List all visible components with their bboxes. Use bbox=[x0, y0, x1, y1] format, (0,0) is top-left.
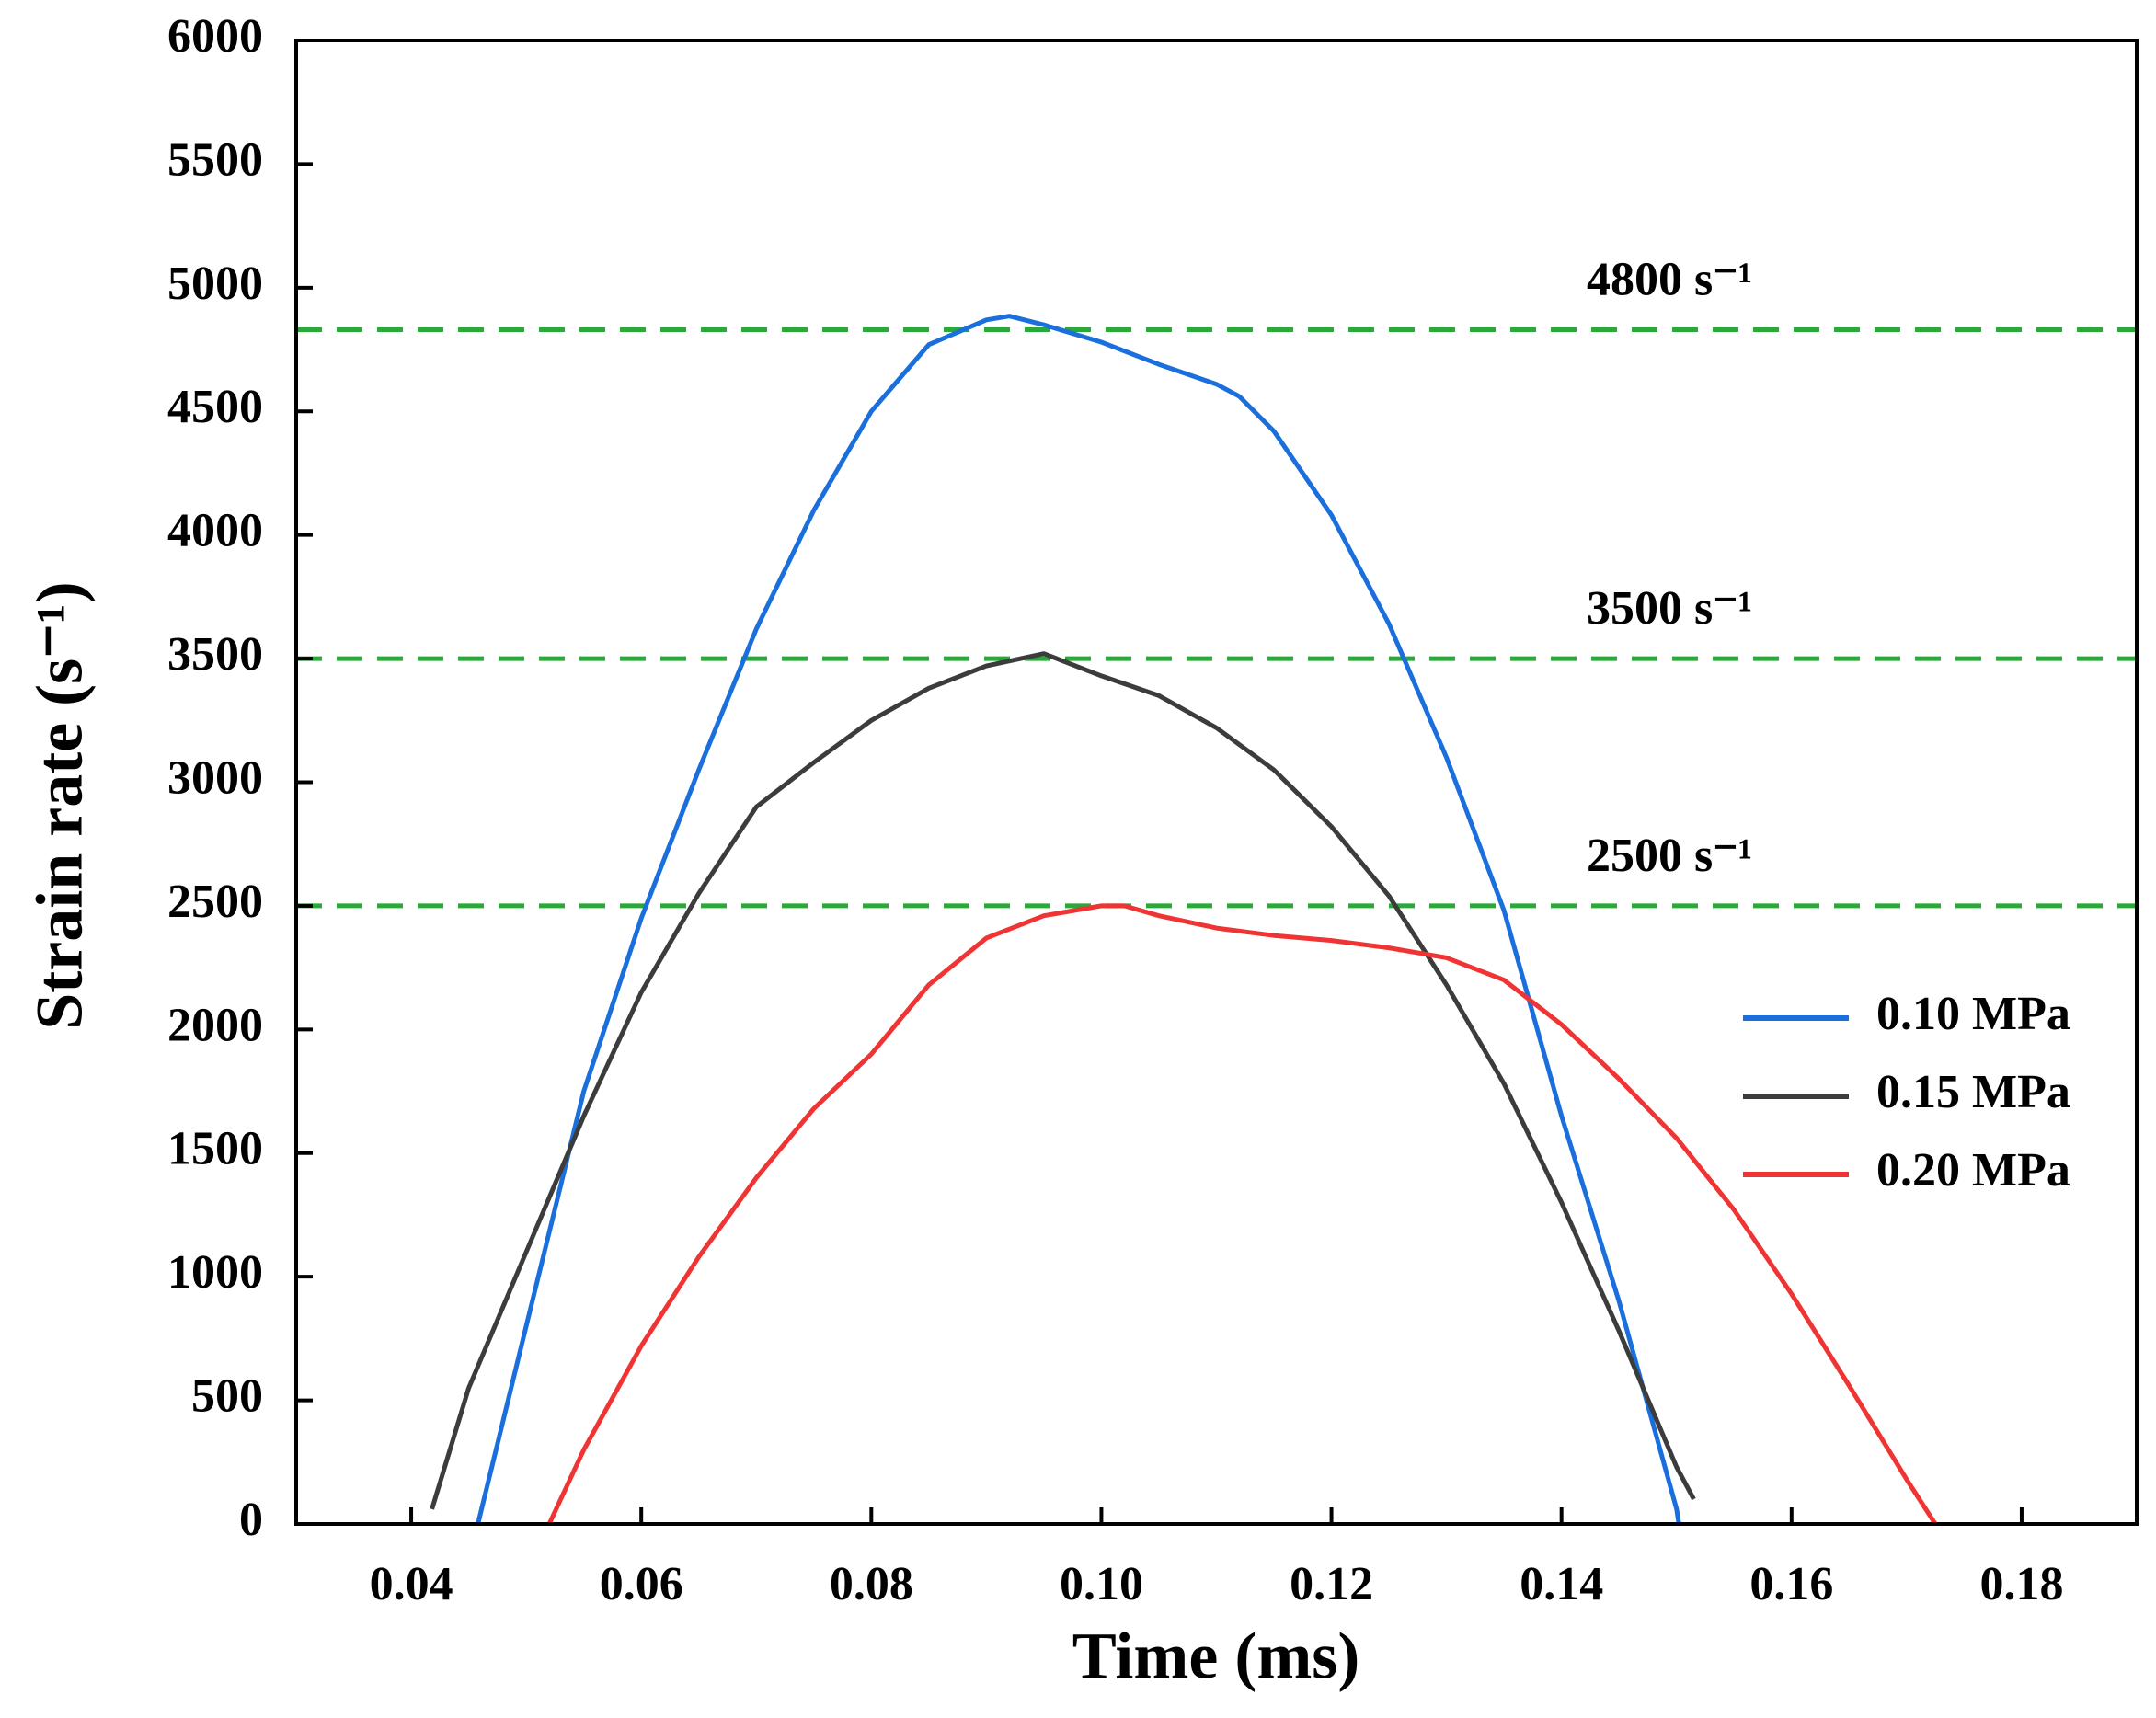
y-tick-label: 2500 bbox=[167, 876, 263, 928]
x-tick-label: 0.08 bbox=[830, 1558, 913, 1610]
y-tick-label: 3500 bbox=[167, 628, 263, 681]
y-tick-label: 500 bbox=[191, 1370, 263, 1423]
reference-annotation: 3500 s⁻¹ bbox=[1587, 582, 1752, 635]
y-tick-label: 6000 bbox=[167, 10, 263, 63]
x-tick-label: 0.16 bbox=[1749, 1558, 1833, 1610]
y-tick-label: 4000 bbox=[167, 505, 263, 557]
y-axis-title: Strain rate (s⁻¹) bbox=[23, 581, 97, 1029]
y-tick-label: 2000 bbox=[167, 999, 263, 1051]
y-tick-label: 4500 bbox=[167, 381, 263, 433]
legend-label: 0.10 MPa bbox=[1876, 988, 2070, 1040]
y-tick-label: 1500 bbox=[167, 1123, 263, 1175]
x-tick-label: 0.06 bbox=[600, 1558, 683, 1610]
x-tick-label: 0.14 bbox=[1520, 1558, 1603, 1610]
legend-label: 0.20 MPa bbox=[1876, 1144, 2070, 1197]
x-tick-label: 0.10 bbox=[1060, 1558, 1143, 1610]
reference-annotation: 4800 s⁻¹ bbox=[1587, 253, 1752, 305]
y-tick-label: 3000 bbox=[167, 751, 263, 804]
data-line bbox=[476, 314, 1681, 1525]
legend-label: 0.15 MPa bbox=[1876, 1066, 2070, 1118]
y-tick-label: 5500 bbox=[167, 133, 263, 186]
x-axis-title: Time (ms) bbox=[1072, 1620, 1360, 1693]
plot-frame bbox=[294, 39, 2139, 1526]
y-tick-label: 5000 bbox=[167, 258, 263, 310]
data-line bbox=[430, 651, 1696, 1510]
y-tick-label: 0 bbox=[239, 1494, 263, 1546]
y-tick-label: 1000 bbox=[167, 1246, 263, 1299]
x-tick-label: 0.04 bbox=[370, 1558, 453, 1610]
x-tick-label: 0.18 bbox=[1979, 1558, 2063, 1610]
reference-annotation: 2500 s⁻¹ bbox=[1587, 830, 1752, 882]
x-tick-label: 0.12 bbox=[1290, 1558, 1373, 1610]
data-line bbox=[546, 903, 1938, 1526]
